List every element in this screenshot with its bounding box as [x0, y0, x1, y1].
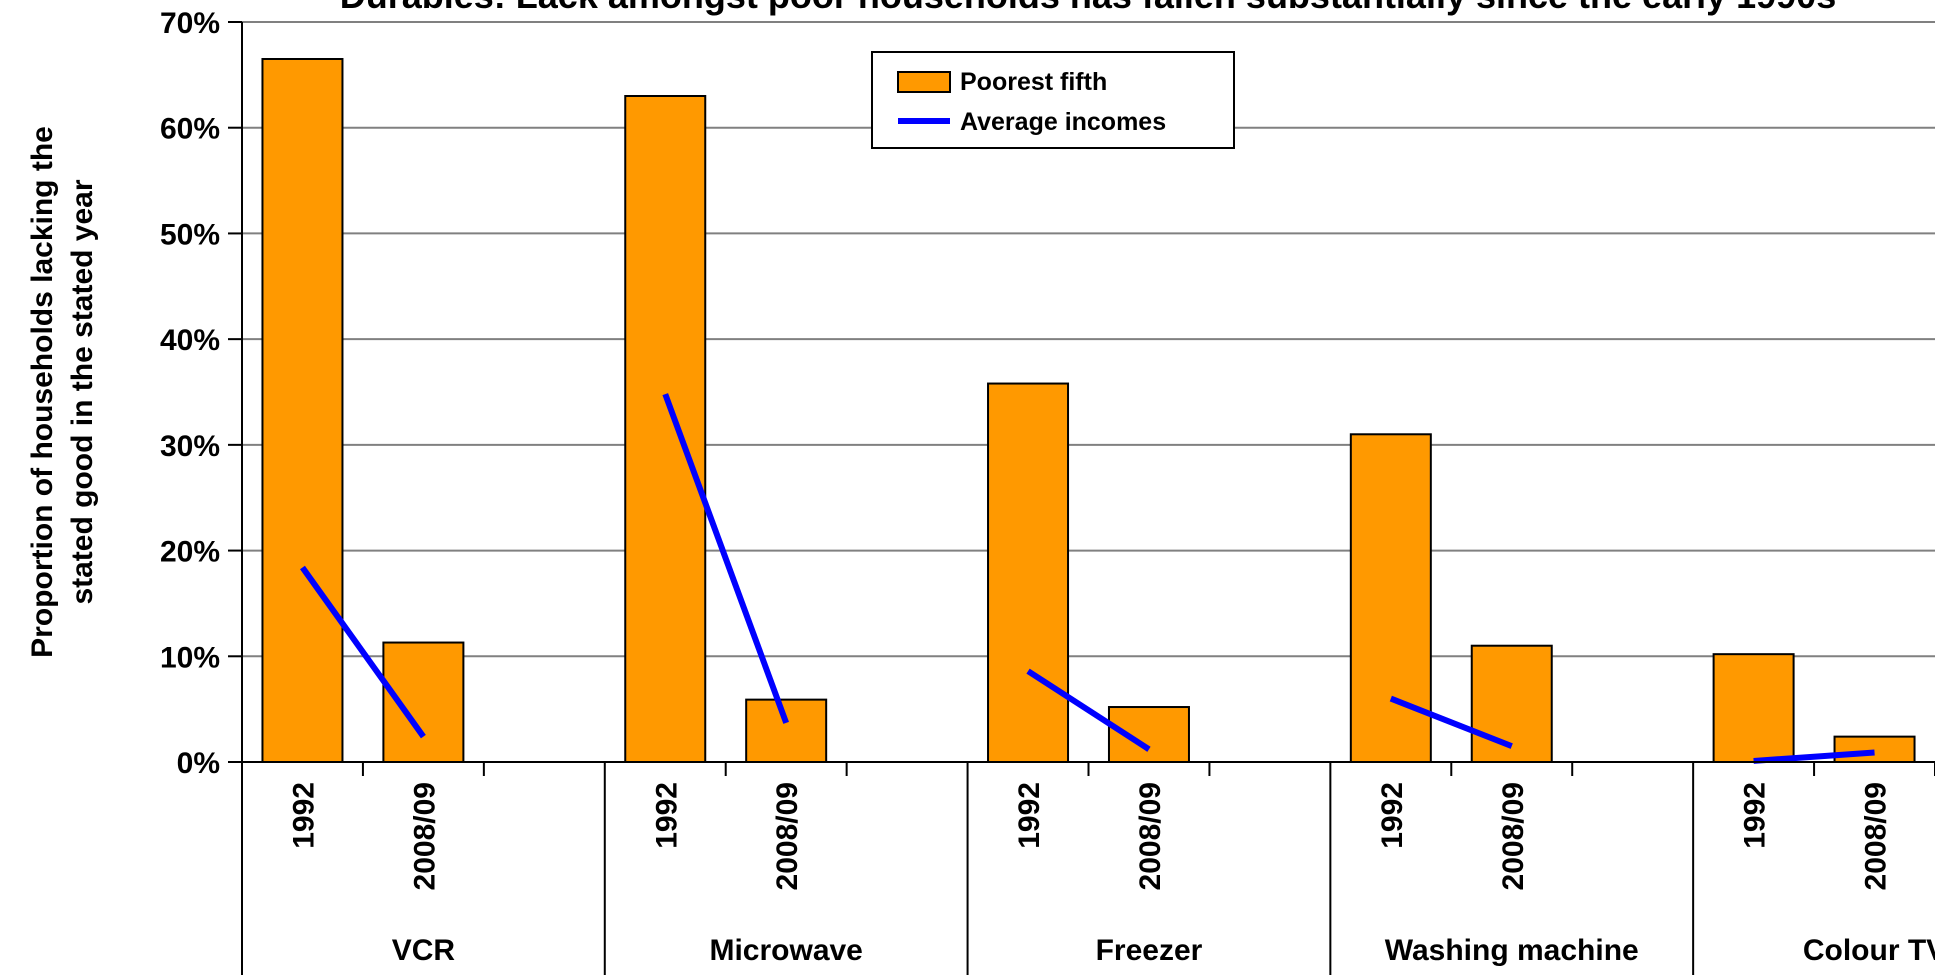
category-label: Freezer: [1096, 934, 1203, 967]
x-tick-label: 2008/09: [1860, 782, 1893, 890]
y-tick-label: 40%: [160, 324, 220, 357]
x-tick-label: 2008/09: [771, 782, 804, 890]
y-tick-label: 60%: [160, 113, 220, 146]
category-label: Colour TV: [1803, 934, 1935, 967]
y-tick-label: 30%: [160, 430, 220, 463]
chart-title: Durables: Lack amongst poor households h…: [340, 0, 1836, 16]
y-tick-label: 20%: [160, 536, 220, 569]
y-axis-label-line-1: Proportion of households lacking the: [26, 126, 59, 658]
line-segment: [1753, 749, 1875, 764]
lines-average-incomes: [300, 393, 1875, 764]
x-tick-label: 1992: [1376, 782, 1409, 849]
category-label: Microwave: [709, 934, 862, 967]
line-segment: [1389, 695, 1513, 749]
line-segment: [300, 565, 426, 739]
line-segment: [662, 393, 789, 724]
y-tick-label: 50%: [160, 218, 220, 251]
category-label: Washing machine: [1385, 934, 1639, 967]
legend-swatch-poorest-fifth: [897, 71, 951, 93]
legend-label-average-incomes: Average incomes: [960, 108, 1166, 136]
bar: [987, 382, 1070, 763]
x-tick-label: 2008/09: [1497, 782, 1530, 890]
x-tick-label: 2008/09: [1134, 782, 1167, 890]
line-segment: [1026, 668, 1151, 752]
bar: [745, 698, 828, 764]
y-axis-label-line-2: stated good in the stated year: [66, 179, 99, 604]
y-tick-label: 0%: [177, 747, 220, 780]
category-label: VCR: [392, 934, 456, 967]
x-tick-label: 1992: [1013, 782, 1046, 849]
y-tick-label: 70%: [160, 7, 220, 40]
legend-box: [871, 51, 1235, 149]
bar: [624, 95, 707, 763]
x-tick-label: 1992: [287, 782, 320, 849]
y-tick-label: 10%: [160, 641, 220, 674]
x-tick-label: 2008/09: [408, 782, 441, 890]
x-tick-label: 1992: [1739, 782, 1772, 849]
bar: [261, 58, 344, 763]
legend: Poorest fifth Average incomes: [871, 51, 1235, 149]
y-axis: 0% 10% 20% 30% 40% 50% 60% 70%: [160, 7, 243, 780]
legend-label-poorest-fifth: Poorest fifth: [960, 68, 1107, 96]
bar: [1349, 433, 1432, 763]
bar: [1712, 653, 1795, 764]
x-tick-label: 1992: [650, 782, 683, 849]
x-axis: 1992 2008/09 VCR 1992 2008/09 Microwave 1992 20…: [241, 761, 1935, 975]
bar: [1833, 735, 1916, 764]
